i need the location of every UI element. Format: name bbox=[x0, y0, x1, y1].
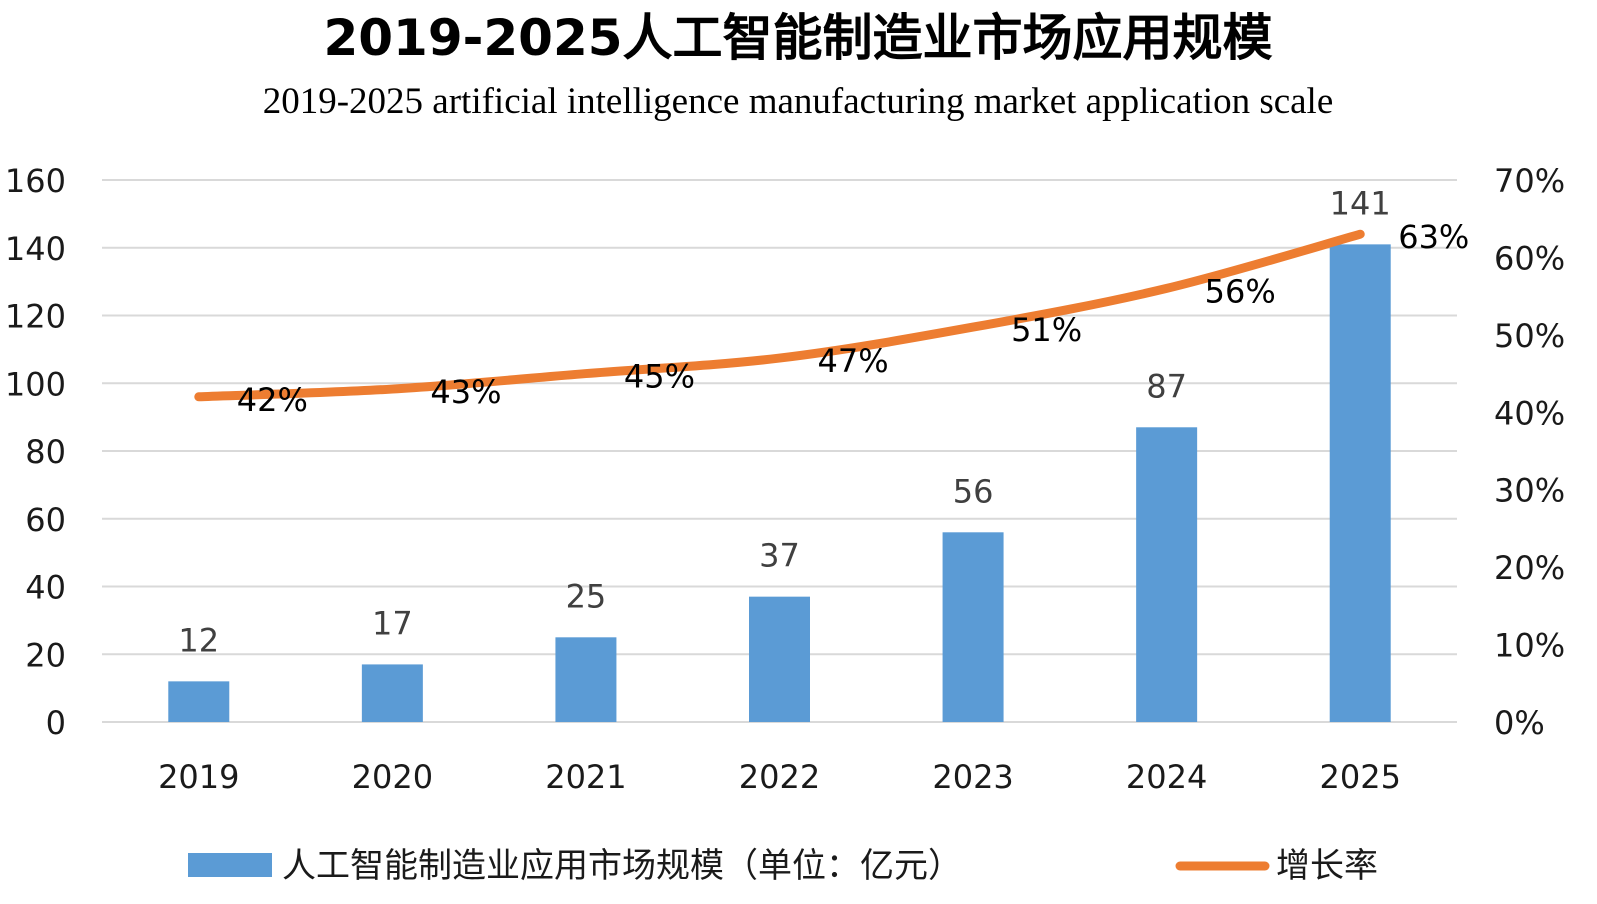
bar bbox=[1136, 427, 1198, 722]
x-tick-label: 2021 bbox=[545, 758, 626, 796]
left-tick-label: 0 bbox=[46, 704, 66, 742]
bar-value-label: 87 bbox=[1146, 367, 1187, 405]
legend-bar-swatch bbox=[188, 853, 272, 877]
bar bbox=[168, 681, 230, 722]
bar-value-label: 141 bbox=[1330, 184, 1391, 222]
bar-value-label: 25 bbox=[566, 577, 607, 615]
legend: 人工智能制造业应用市场规模（单位：亿元） 增长率 bbox=[188, 846, 1378, 886]
x-axis: 2019 2020 2021 2022 2023 2024 2025 bbox=[158, 758, 1401, 796]
right-tick-label: 50% bbox=[1494, 317, 1565, 355]
growth-rate-label: 47% bbox=[818, 342, 889, 380]
left-tick-label: 140 bbox=[5, 230, 66, 268]
left-axis: 0 20 40 60 80 100 120 140 160 bbox=[5, 162, 66, 742]
left-tick-label: 40 bbox=[25, 569, 66, 607]
x-tick-label: 2019 bbox=[158, 758, 239, 796]
bar-value-label: 37 bbox=[759, 537, 800, 575]
right-tick-label: 10% bbox=[1494, 627, 1565, 665]
x-tick-label: 2023 bbox=[932, 758, 1013, 796]
right-tick-label: 0% bbox=[1494, 704, 1545, 742]
left-tick-label: 160 bbox=[5, 162, 66, 200]
bar bbox=[361, 664, 423, 722]
bar-value-label: 56 bbox=[953, 472, 994, 510]
bar bbox=[555, 637, 617, 722]
growth-rate-series bbox=[194, 229, 1365, 402]
right-tick-label: 20% bbox=[1494, 549, 1565, 587]
growth-rate-labels: 42% 43% 45% 47% 51% 56% 63% bbox=[237, 218, 1470, 419]
bar bbox=[942, 532, 1004, 722]
chart-subtitle: 2019-2025 artificial intelligence manufa… bbox=[263, 81, 1334, 122]
right-tick-label: 60% bbox=[1494, 239, 1565, 277]
chart-title: 2019-2025人工智能制造业市场应用规模 bbox=[323, 9, 1272, 67]
growth-rate-label: 43% bbox=[430, 373, 501, 411]
growth-rate-label: 42% bbox=[237, 381, 308, 419]
bar-data-labels: 12 17 25 37 56 87 141 bbox=[178, 184, 1390, 659]
x-tick-label: 2020 bbox=[352, 758, 433, 796]
legend-bar-label: 人工智能制造业应用市场规模（单位：亿元） bbox=[282, 846, 962, 886]
left-tick-label: 60 bbox=[25, 501, 66, 539]
bar bbox=[1329, 244, 1391, 723]
growth-rate-label: 63% bbox=[1398, 218, 1469, 256]
left-tick-label: 100 bbox=[5, 365, 66, 403]
legend-line-label: 增长率 bbox=[1276, 846, 1378, 886]
growth-rate-label: 51% bbox=[1011, 311, 1082, 349]
right-tick-label: 30% bbox=[1494, 472, 1565, 510]
right-axis: 0% 10% 20% 30% 40% 50% 60% 70% bbox=[1494, 162, 1565, 742]
growth-rate-line bbox=[194, 229, 1365, 402]
growth-rate-label: 56% bbox=[1205, 272, 1276, 310]
bar-series bbox=[168, 244, 1391, 723]
bar-value-label: 17 bbox=[372, 604, 413, 642]
bar-value-label: 12 bbox=[178, 621, 219, 659]
bar bbox=[749, 596, 810, 722]
right-tick-label: 70% bbox=[1494, 162, 1565, 200]
left-tick-label: 20 bbox=[25, 636, 66, 674]
growth-rate-label: 45% bbox=[624, 358, 695, 396]
left-tick-label: 80 bbox=[25, 433, 66, 471]
x-tick-label: 2022 bbox=[739, 758, 820, 796]
right-tick-label: 40% bbox=[1494, 394, 1565, 432]
gridlines bbox=[102, 179, 1457, 723]
x-tick-label: 2025 bbox=[1319, 758, 1400, 796]
left-tick-label: 120 bbox=[5, 298, 66, 336]
x-tick-label: 2024 bbox=[1126, 758, 1207, 796]
